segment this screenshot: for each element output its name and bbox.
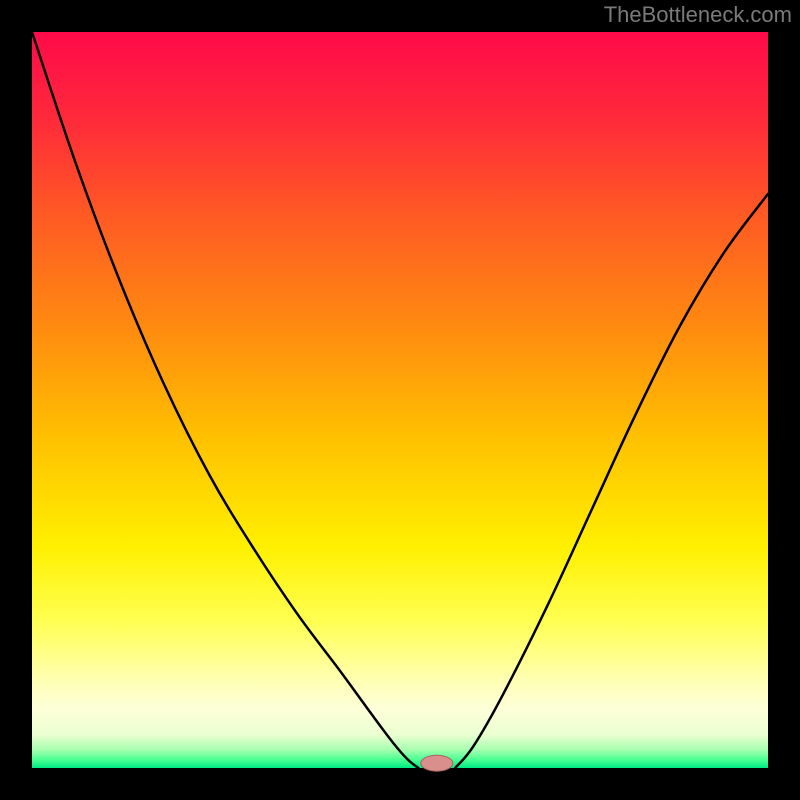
- chart-stage: TheBottleneck.com: [0, 0, 800, 800]
- chart-svg: [0, 0, 800, 800]
- minimum-marker: [421, 755, 453, 771]
- plot-background: [32, 32, 768, 768]
- watermark-text: TheBottleneck.com: [604, 2, 792, 28]
